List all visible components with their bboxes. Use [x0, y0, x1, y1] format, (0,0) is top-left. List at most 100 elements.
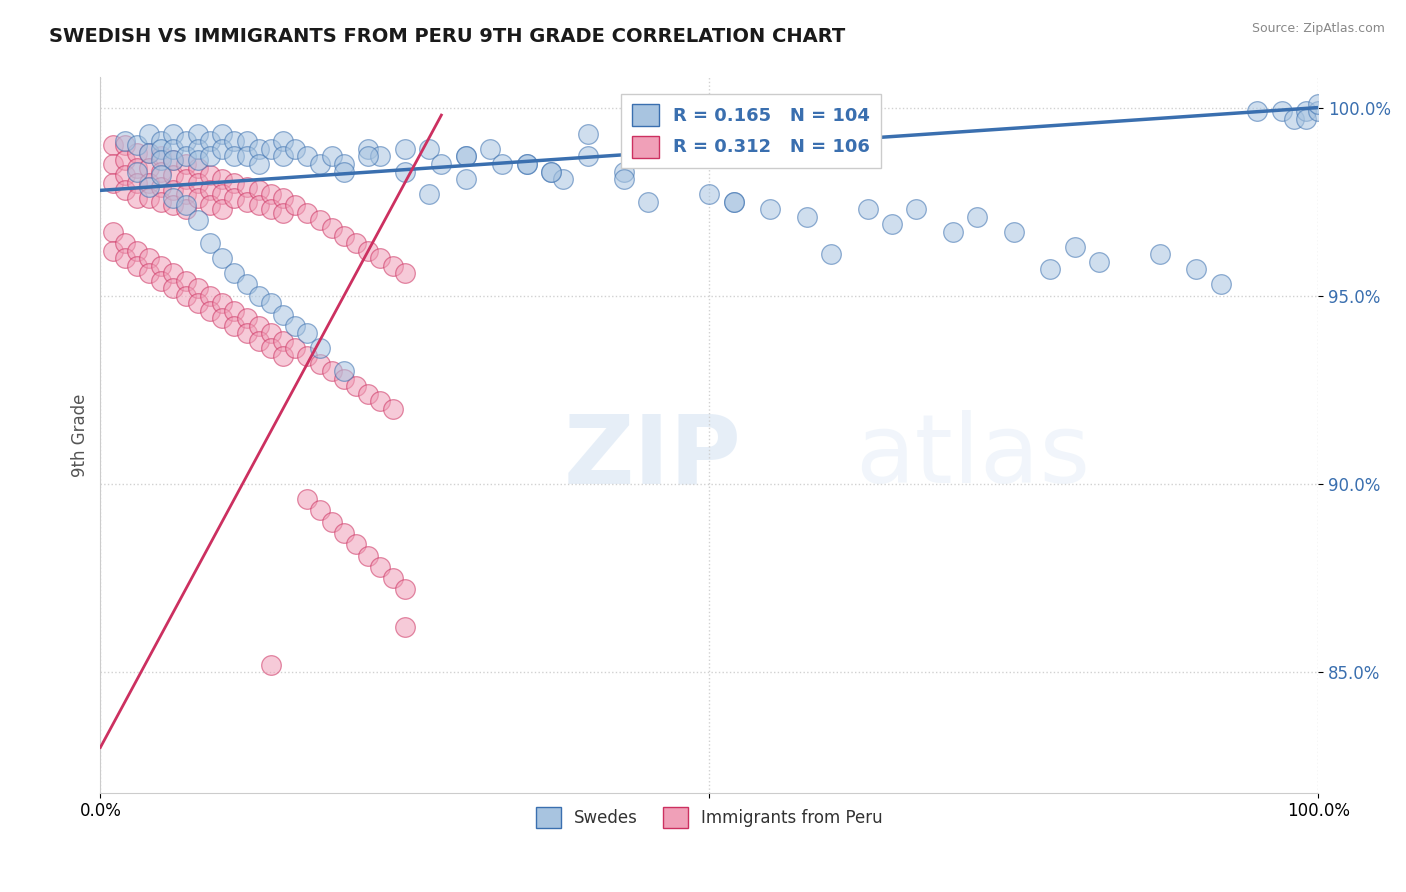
- Point: [174, 149, 197, 163]
- Point: [284, 198, 307, 212]
- Point: [101, 138, 124, 153]
- Point: [1088, 255, 1111, 269]
- Point: [540, 164, 562, 178]
- Point: [138, 145, 160, 160]
- Point: [820, 247, 842, 261]
- Point: [479, 142, 502, 156]
- Point: [187, 213, 209, 227]
- Point: [198, 169, 221, 183]
- Point: [454, 149, 477, 163]
- Point: [942, 225, 965, 239]
- Point: [357, 386, 380, 401]
- Point: [430, 157, 453, 171]
- Point: [1209, 277, 1232, 292]
- Point: [297, 149, 319, 163]
- Point: [162, 127, 184, 141]
- Point: [224, 191, 246, 205]
- Point: [297, 206, 319, 220]
- Point: [247, 334, 270, 348]
- Point: [150, 274, 173, 288]
- Point: [966, 210, 988, 224]
- Point: [187, 191, 209, 205]
- Point: [260, 296, 283, 310]
- Point: [381, 571, 404, 585]
- Point: [637, 149, 659, 163]
- Point: [247, 157, 270, 171]
- Point: [187, 296, 209, 310]
- Point: [1282, 112, 1305, 126]
- Point: [162, 266, 184, 280]
- Point: [271, 135, 294, 149]
- Point: [673, 135, 696, 149]
- Point: [198, 235, 221, 250]
- Point: [138, 179, 160, 194]
- Point: [247, 198, 270, 212]
- Point: [370, 559, 392, 574]
- Point: [271, 334, 294, 348]
- Point: [260, 326, 283, 341]
- Point: [418, 187, 440, 202]
- Point: [211, 311, 233, 326]
- Point: [125, 145, 148, 160]
- Point: [1149, 247, 1171, 261]
- Point: [370, 394, 392, 409]
- Point: [297, 349, 319, 363]
- Point: [394, 142, 416, 156]
- Point: [211, 251, 233, 265]
- Point: [162, 153, 184, 168]
- Point: [125, 259, 148, 273]
- Point: [357, 149, 380, 163]
- Point: [114, 135, 136, 149]
- Point: [333, 228, 356, 243]
- Point: [247, 183, 270, 197]
- Point: [344, 537, 367, 551]
- Point: [540, 164, 562, 178]
- Point: [198, 149, 221, 163]
- Point: [235, 277, 257, 292]
- Point: [308, 342, 330, 356]
- Point: [174, 187, 197, 202]
- Point: [174, 274, 197, 288]
- Point: [284, 342, 307, 356]
- Point: [101, 244, 124, 258]
- Point: [114, 251, 136, 265]
- Point: [308, 213, 330, 227]
- Point: [187, 142, 209, 156]
- Point: [150, 135, 173, 149]
- Point: [308, 503, 330, 517]
- Point: [224, 303, 246, 318]
- Point: [138, 176, 160, 190]
- Point: [723, 194, 745, 209]
- Point: [187, 127, 209, 141]
- Point: [260, 142, 283, 156]
- Point: [174, 289, 197, 303]
- Point: [637, 194, 659, 209]
- Point: [211, 187, 233, 202]
- Point: [260, 187, 283, 202]
- Point: [381, 259, 404, 273]
- Point: [174, 135, 197, 149]
- Point: [613, 172, 636, 186]
- Point: [370, 149, 392, 163]
- Point: [576, 127, 599, 141]
- Point: [856, 202, 879, 217]
- Point: [333, 164, 356, 178]
- Text: SWEDISH VS IMMIGRANTS FROM PERU 9TH GRADE CORRELATION CHART: SWEDISH VS IMMIGRANTS FROM PERU 9TH GRAD…: [49, 27, 845, 45]
- Point: [271, 191, 294, 205]
- Point: [880, 217, 903, 231]
- Point: [662, 142, 685, 156]
- Point: [235, 194, 257, 209]
- Point: [224, 266, 246, 280]
- Legend: Swedes, Immigrants from Peru: Swedes, Immigrants from Peru: [529, 801, 890, 834]
- Point: [138, 161, 160, 175]
- Point: [454, 172, 477, 186]
- Point: [101, 157, 124, 171]
- Point: [491, 157, 513, 171]
- Point: [187, 281, 209, 295]
- Y-axis label: 9th Grade: 9th Grade: [72, 393, 89, 476]
- Point: [418, 142, 440, 156]
- Point: [344, 379, 367, 393]
- Point: [125, 191, 148, 205]
- Point: [224, 149, 246, 163]
- Point: [198, 198, 221, 212]
